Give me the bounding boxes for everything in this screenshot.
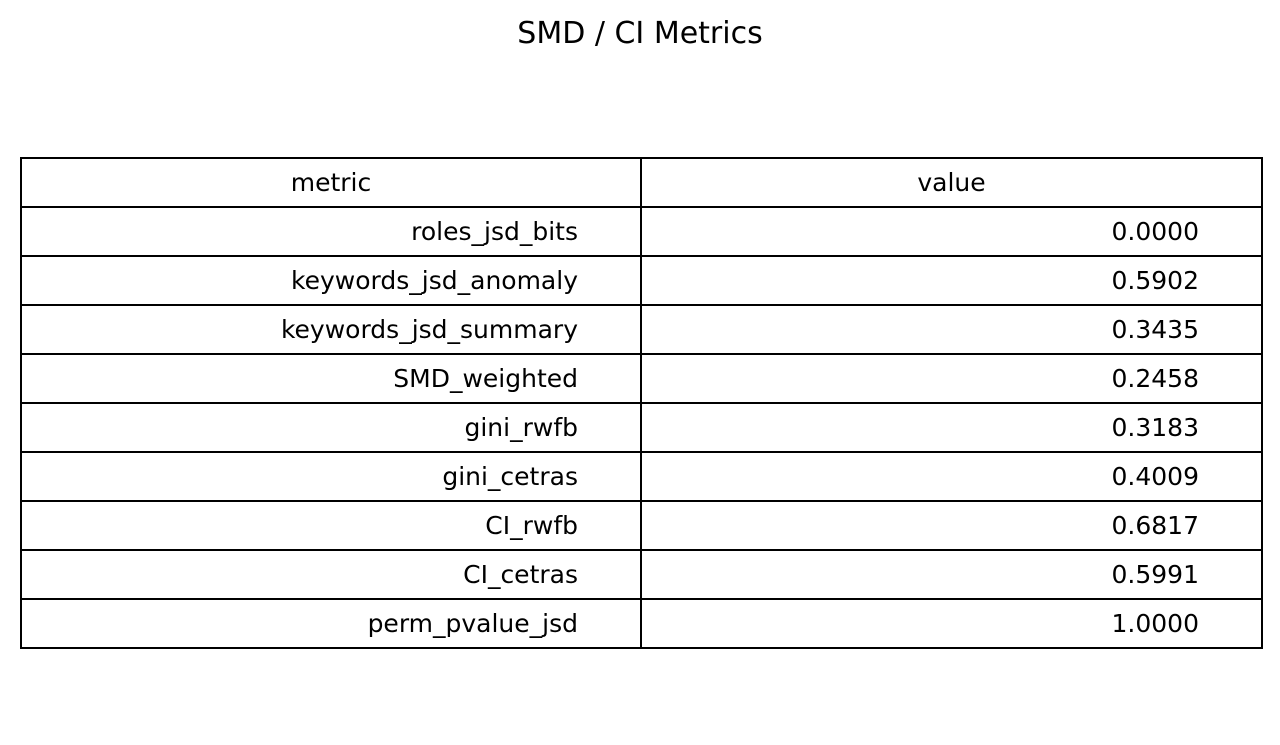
metric-cell: perm_pvalue_jsd (20, 598, 642, 649)
metric-cell: gini_rwfb (20, 402, 642, 453)
metric-cell: keywords_jsd_summary (20, 304, 642, 355)
table-header-row: metric value (20, 157, 1263, 208)
metric-cell: CI_cetras (20, 549, 642, 600)
value-cell: 0.2458 (640, 353, 1263, 404)
column-header-metric: metric (20, 157, 642, 208)
metric-cell: SMD_weighted (20, 353, 642, 404)
metric-cell: gini_cetras (20, 451, 642, 502)
value-cell: 0.0000 (640, 206, 1263, 257)
value-cell: 1.0000 (640, 598, 1263, 649)
value-cell: 0.5902 (640, 255, 1263, 306)
table-row: perm_pvalue_jsd 1.0000 (20, 598, 1263, 649)
value-cell: 0.4009 (640, 451, 1263, 502)
column-header-value: value (640, 157, 1263, 208)
table-row: keywords_jsd_summary 0.3435 (20, 304, 1263, 355)
table-row: gini_cetras 0.4009 (20, 451, 1263, 502)
value-cell: 0.3183 (640, 402, 1263, 453)
metric-cell: CI_rwfb (20, 500, 642, 551)
value-cell: 0.3435 (640, 304, 1263, 355)
value-cell: 0.6817 (640, 500, 1263, 551)
table-row: roles_jsd_bits 0.0000 (20, 206, 1263, 257)
table-row: SMD_weighted 0.2458 (20, 353, 1263, 404)
value-cell: 0.5991 (640, 549, 1263, 600)
table-row: CI_rwfb 0.6817 (20, 500, 1263, 551)
metric-cell: keywords_jsd_anomaly (20, 255, 642, 306)
table-row: keywords_jsd_anomaly 0.5902 (20, 255, 1263, 306)
table-row: CI_cetras 0.5991 (20, 549, 1263, 600)
metric-cell: roles_jsd_bits (20, 206, 642, 257)
table-row: gini_rwfb 0.3183 (20, 402, 1263, 453)
chart-title: SMD / CI Metrics (517, 16, 763, 51)
metrics-table: metric value roles_jsd_bits 0.0000 keywo… (20, 157, 1263, 649)
